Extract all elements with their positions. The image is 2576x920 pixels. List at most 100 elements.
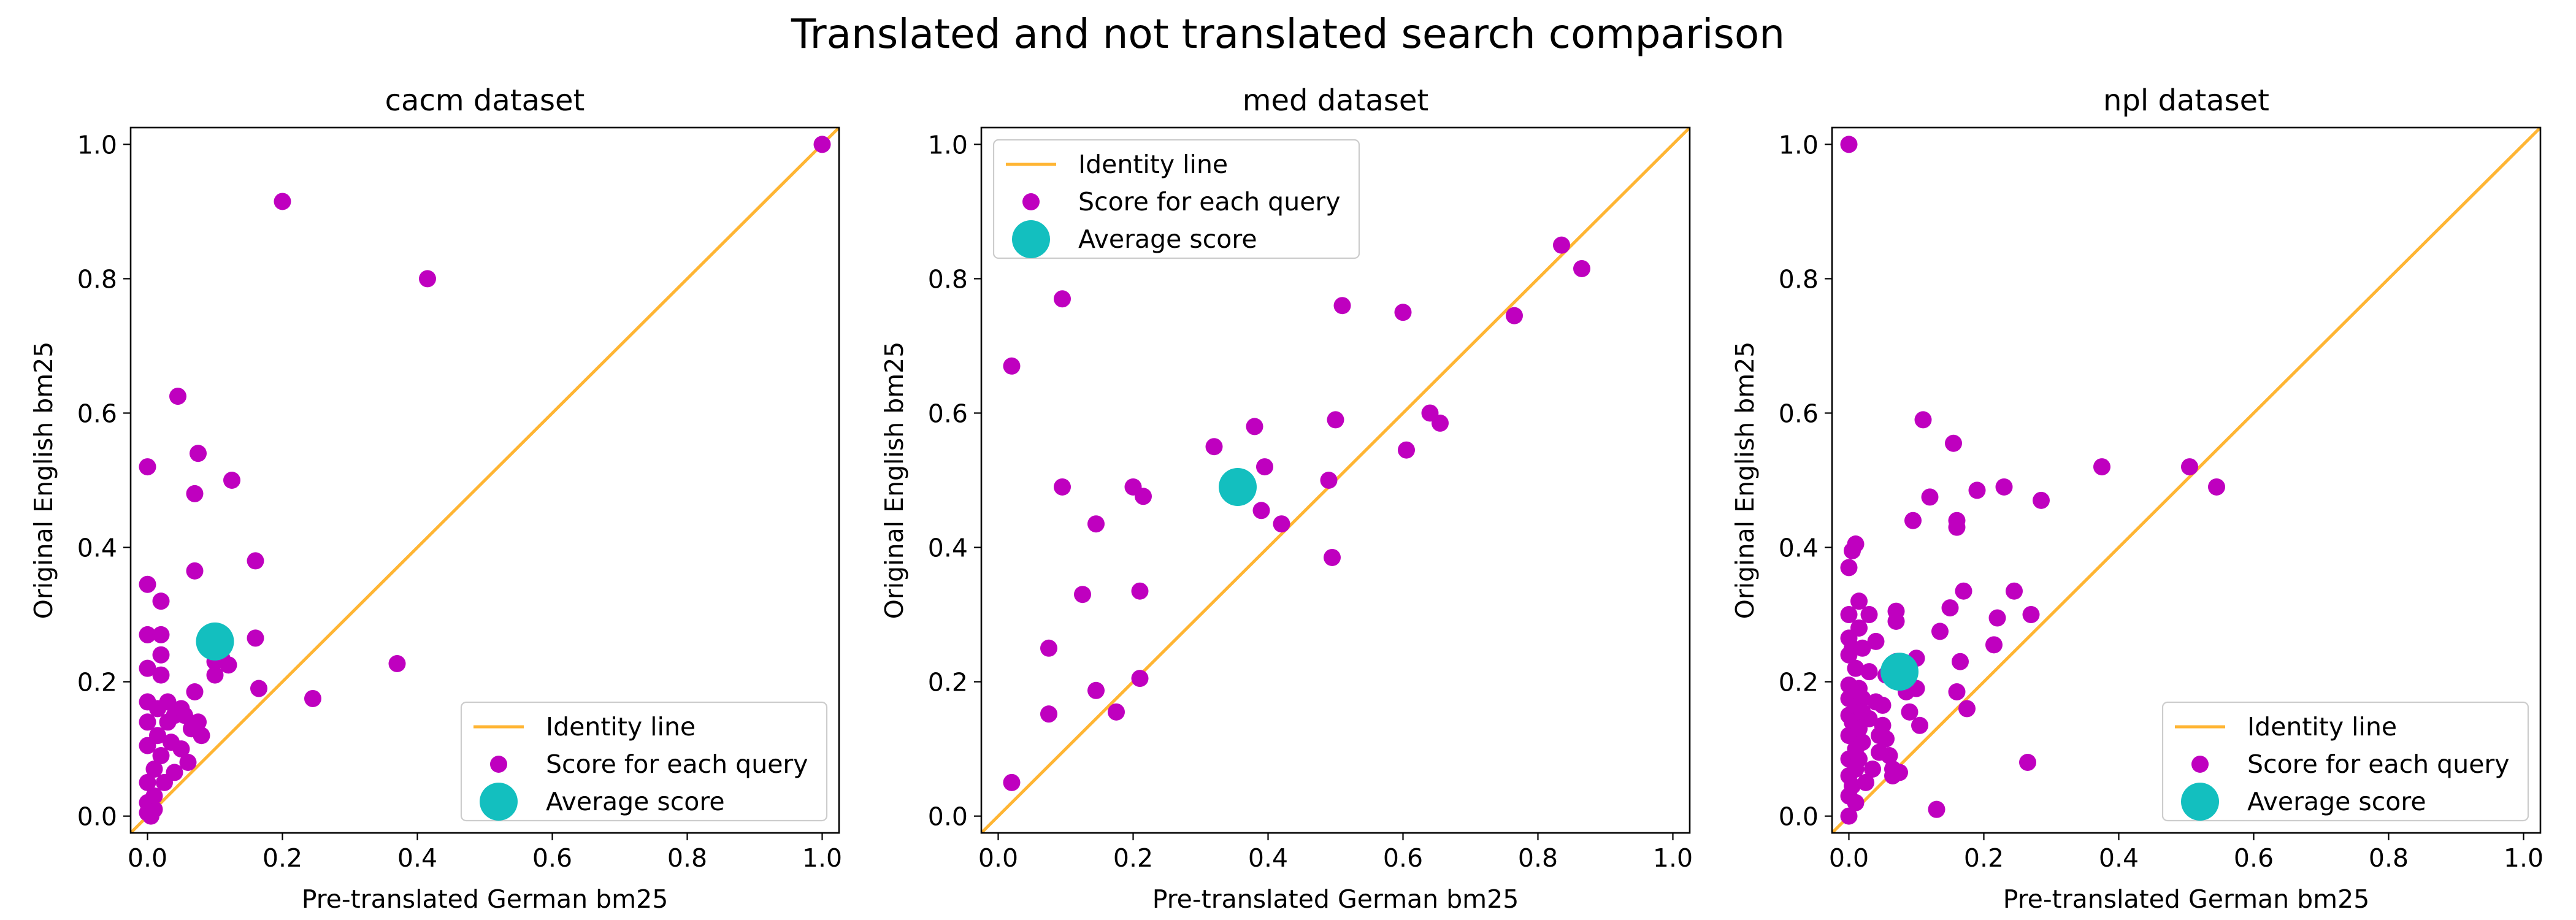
y-tick-label: 0.6 [77, 399, 117, 428]
query-score-point [1850, 592, 1868, 610]
query-score-point [1003, 773, 1021, 791]
query-score-point [1432, 414, 1449, 432]
x-tick-label: 0.6 [532, 843, 572, 873]
query-score-point [1931, 623, 1949, 640]
query-score-point [1054, 290, 1071, 308]
query-score-point [1948, 518, 1966, 536]
query-score-point [1874, 696, 1892, 714]
query-score-point [1131, 582, 1149, 600]
query-score-point [1205, 438, 1223, 456]
query-score-point [139, 713, 156, 731]
query-score-point [1968, 481, 1986, 499]
query-score-point [2208, 478, 2225, 496]
query-score-point [1506, 307, 1523, 324]
identity-line [131, 128, 839, 833]
panels: cacm dataset 0.0 0.2 0.4 0.6 0.8 1.0 0.0 0.2 0.4 0… [29, 83, 2543, 914]
y-axis-label: Original English bm25 [880, 342, 909, 619]
y-tick-label: 1.0 [77, 130, 117, 159]
x-tick-label: 0.2 [1964, 843, 2004, 873]
query-score-point [1108, 703, 1125, 721]
x-tick-label: 0.8 [2369, 843, 2409, 873]
y-tick-label: 0.4 [928, 534, 968, 563]
query-score-point [139, 626, 156, 643]
y-tick-label: 0.4 [77, 534, 117, 563]
query-score-point [1928, 800, 1945, 818]
query-score-point [2019, 754, 2036, 771]
x-tick-label: 0.4 [2099, 843, 2139, 873]
query-score-point [1857, 773, 1874, 791]
legend-box [992, 139, 1360, 259]
query-score-point [1948, 683, 1966, 700]
query-score-point [247, 629, 264, 647]
average-score-point [1219, 467, 1257, 506]
query-score-point [2022, 606, 2040, 624]
query-score-point [304, 689, 321, 707]
query-score-point [139, 773, 156, 791]
y-tick-label: 1.0 [928, 130, 968, 159]
y-tick-label: 0.6 [1779, 399, 1819, 428]
legend-average-swatch [1012, 220, 1050, 258]
plot-content [131, 128, 839, 833]
x-tick-label: 0.2 [1113, 843, 1153, 873]
query-score-point [193, 727, 210, 745]
x-axis-label: Pre-translated German bm25 [302, 884, 669, 914]
legend-box [2161, 701, 2529, 822]
query-score-point [274, 193, 291, 210]
query-score-point [1853, 734, 1871, 751]
query-score-point [152, 747, 170, 765]
plot-frame [129, 126, 840, 834]
query-score-point [169, 388, 186, 405]
query-score-point [190, 445, 207, 462]
query-score-point [1864, 760, 1881, 778]
x-axis-label: Pre-translated German bm25 [2003, 884, 2370, 914]
query-score-point [1958, 700, 1976, 718]
query-score-point [2033, 491, 2050, 509]
query-score-point [1847, 794, 1865, 811]
query-score-point [1573, 260, 1590, 277]
query-score-point [172, 740, 190, 758]
query-score-point [186, 485, 204, 502]
y-tick-label: 0.4 [1779, 534, 1819, 563]
legend-average-swatch [480, 783, 518, 821]
query-score-point [1847, 659, 1865, 677]
query-score-point [223, 472, 240, 489]
query-score-point [1840, 136, 1858, 153]
query-score-point [1003, 357, 1021, 375]
query-score-point [1320, 472, 1338, 489]
query-score-point [250, 680, 267, 697]
query-score-point [1952, 653, 1969, 670]
query-score-point [1847, 535, 1865, 553]
legend: Identity line Score for each query Average… [2161, 701, 2529, 822]
y-tick-label: 0.2 [928, 668, 968, 697]
query-score-point [1256, 458, 1273, 476]
query-score-point [1840, 606, 1858, 624]
query-score-point [220, 656, 237, 674]
query-score-point [152, 626, 170, 643]
query-score-point [1995, 478, 2013, 496]
query-score-point [2006, 582, 2023, 600]
query-score-point [1040, 705, 1057, 723]
query-score-point [1327, 411, 1344, 429]
legend-label: Score for each query [546, 749, 808, 779]
query-score-point [139, 575, 156, 593]
x-tick-label: 1.0 [802, 843, 842, 873]
query-score-point [1394, 304, 1412, 321]
average-score-point [196, 622, 234, 661]
query-score-point [1398, 441, 1415, 459]
x-tick-label: 0.8 [1518, 843, 1558, 873]
y-tick-label: 0.2 [1779, 668, 1819, 697]
x-tick-label: 1.0 [1653, 843, 1693, 873]
legend-label: Average score [1078, 224, 1257, 254]
figure-title: Translated and not translated search com… [791, 10, 1785, 58]
query-score-point [1874, 716, 1892, 734]
query-score-point [1333, 297, 1351, 315]
query-score-point [1887, 613, 1905, 630]
query-score-point [152, 666, 170, 684]
query-score-point [1131, 670, 1149, 688]
x-tick-label: 1.0 [2504, 843, 2543, 873]
query-score-point [1844, 777, 1861, 795]
query-score-point [1860, 606, 1878, 624]
legend-label: Score for each query [1078, 187, 1341, 217]
query-score-point [139, 659, 156, 677]
